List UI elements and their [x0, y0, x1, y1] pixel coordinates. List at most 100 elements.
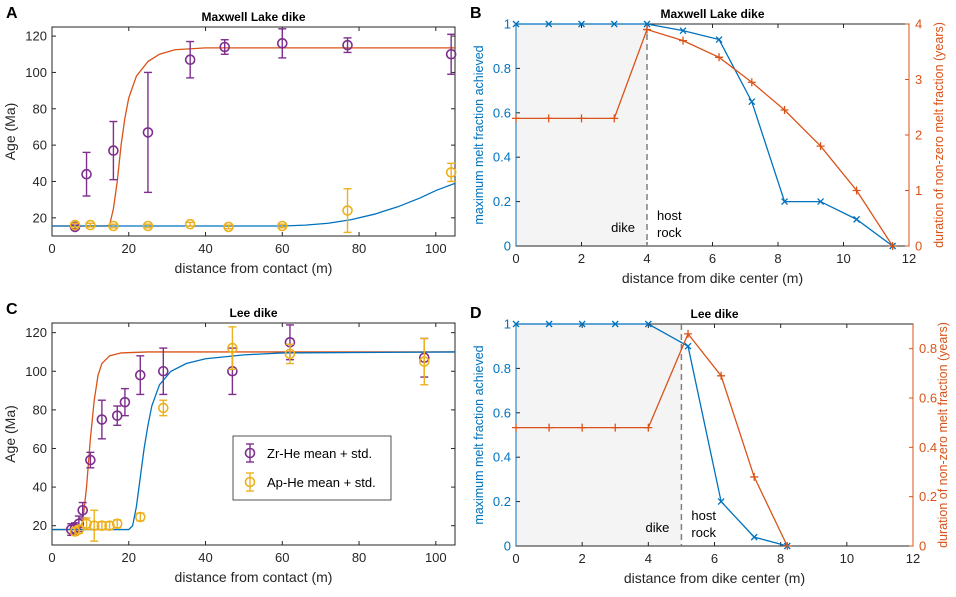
y-tick-label: 40 [33, 174, 47, 189]
data-point [219, 41, 231, 53]
data-point [134, 511, 146, 523]
x-tick-label: 40 [198, 550, 212, 565]
data-point [96, 414, 108, 425]
x-marker [684, 342, 692, 350]
plus-marker [578, 423, 587, 432]
data-point [81, 168, 92, 180]
y-tick-label: 120 [25, 325, 47, 340]
y-tick-label: 80 [33, 402, 47, 417]
y-right-tick-label: 0 [919, 539, 926, 554]
data-point [223, 221, 234, 233]
model-curve [52, 351, 455, 531]
data-point [418, 356, 430, 367]
x-marker [512, 320, 520, 328]
y-right-tick-label: 0 [915, 239, 922, 254]
chart-title: Maxwell Lake dike [660, 7, 764, 21]
chart-title: Lee dike [229, 306, 277, 320]
legend-box [232, 435, 392, 501]
x-axis-label: distance from contact (m) [175, 569, 333, 585]
plus-marker [512, 423, 520, 432]
plus-marker [783, 542, 792, 550]
y-tick-label: 20 [33, 518, 47, 533]
x-tick-label: 12 [906, 551, 920, 566]
legend-label: Zr-He mean + std. [267, 446, 372, 461]
data-point [111, 518, 123, 530]
chart-title: Maxwell Lake dike [201, 10, 305, 24]
x-marker [545, 20, 553, 28]
y-right-tick-label: 3 [915, 72, 922, 87]
axes-box [51, 26, 456, 237]
data-point [158, 402, 169, 414]
y-right-tick-label: 0.8 [919, 341, 937, 356]
data-point [158, 365, 169, 377]
dike-label: dike [611, 220, 635, 235]
data-point [119, 396, 131, 408]
y-axis-label: Age (Ma) [2, 103, 18, 161]
x-marker [610, 20, 618, 28]
x-tick-label: 60 [275, 241, 289, 256]
data-point [276, 220, 288, 232]
data-point [134, 369, 146, 381]
y-right-tick-label: 0.2 [919, 489, 937, 504]
data-point [77, 504, 89, 516]
y-tick-label: 1 [504, 317, 511, 332]
panel-letter: D [470, 305, 482, 322]
data-point [445, 48, 457, 60]
data-point [108, 220, 119, 232]
x-marker [781, 198, 789, 206]
plus-marker [852, 186, 861, 195]
y-tick-label: 0.2 [493, 194, 511, 209]
y-right-tick-label: 4 [915, 17, 922, 32]
plus-marker [643, 25, 651, 34]
y-tick-label: 0.8 [493, 361, 511, 376]
x-marker [717, 498, 725, 506]
x-tick-label: 0 [512, 251, 519, 266]
plus-marker [544, 114, 553, 123]
x-marker [679, 27, 687, 35]
legend-marker [244, 476, 256, 488]
y-axis-label: maximum melt fraction achieved [472, 45, 486, 224]
x-marker [853, 215, 861, 223]
host-rock-label: host [657, 208, 682, 223]
data-point [85, 454, 96, 466]
y-tick-label: 100 [25, 65, 47, 80]
host-rock-label: host [691, 508, 716, 523]
x-tick-label: 20 [122, 550, 136, 565]
x-axis-label: distance from dike center (m) [624, 570, 805, 586]
y-tick-label: 0.6 [493, 405, 511, 420]
data-point [69, 219, 81, 231]
x-marker [817, 198, 825, 206]
x-tick-label: 60 [275, 550, 289, 565]
series-line [516, 28, 894, 247]
x-tick-label: 2 [578, 251, 585, 266]
y-tick-label: 20 [33, 210, 47, 225]
y-tick-label: 100 [25, 364, 47, 379]
axes-box [51, 322, 456, 546]
host-rock-label: rock [691, 525, 716, 540]
data-point [88, 520, 100, 531]
data-point [227, 342, 238, 354]
plus-marker [512, 114, 520, 123]
x-marker [748, 98, 756, 106]
y-right-tick-label: 1 [915, 183, 922, 198]
x-marker [512, 20, 520, 28]
x-marker [545, 320, 553, 328]
data-point [81, 518, 92, 530]
x-tick-label: 100 [425, 550, 447, 565]
plus-marker [644, 423, 653, 432]
panel-letter: B [470, 5, 482, 22]
data-point [184, 218, 196, 230]
x-axis-label: distance from dike center (m) [622, 270, 803, 286]
data-point [142, 127, 154, 138]
data-point [104, 520, 115, 531]
y-right-axis-label: duration of non-zero melt fraction (year… [932, 22, 946, 248]
host-rock-label: rock [657, 225, 682, 240]
x-tick-label: 8 [777, 551, 784, 566]
y-axis-label: Age (Ma) [2, 405, 18, 463]
legend-label: Ap-He mean + std. [267, 475, 376, 490]
y-tick-label: 1 [504, 17, 511, 32]
x-tick-label: 40 [198, 241, 212, 256]
x-tick-label: 0 [512, 551, 519, 566]
plus-marker [816, 142, 825, 151]
x-marker [715, 36, 723, 43]
